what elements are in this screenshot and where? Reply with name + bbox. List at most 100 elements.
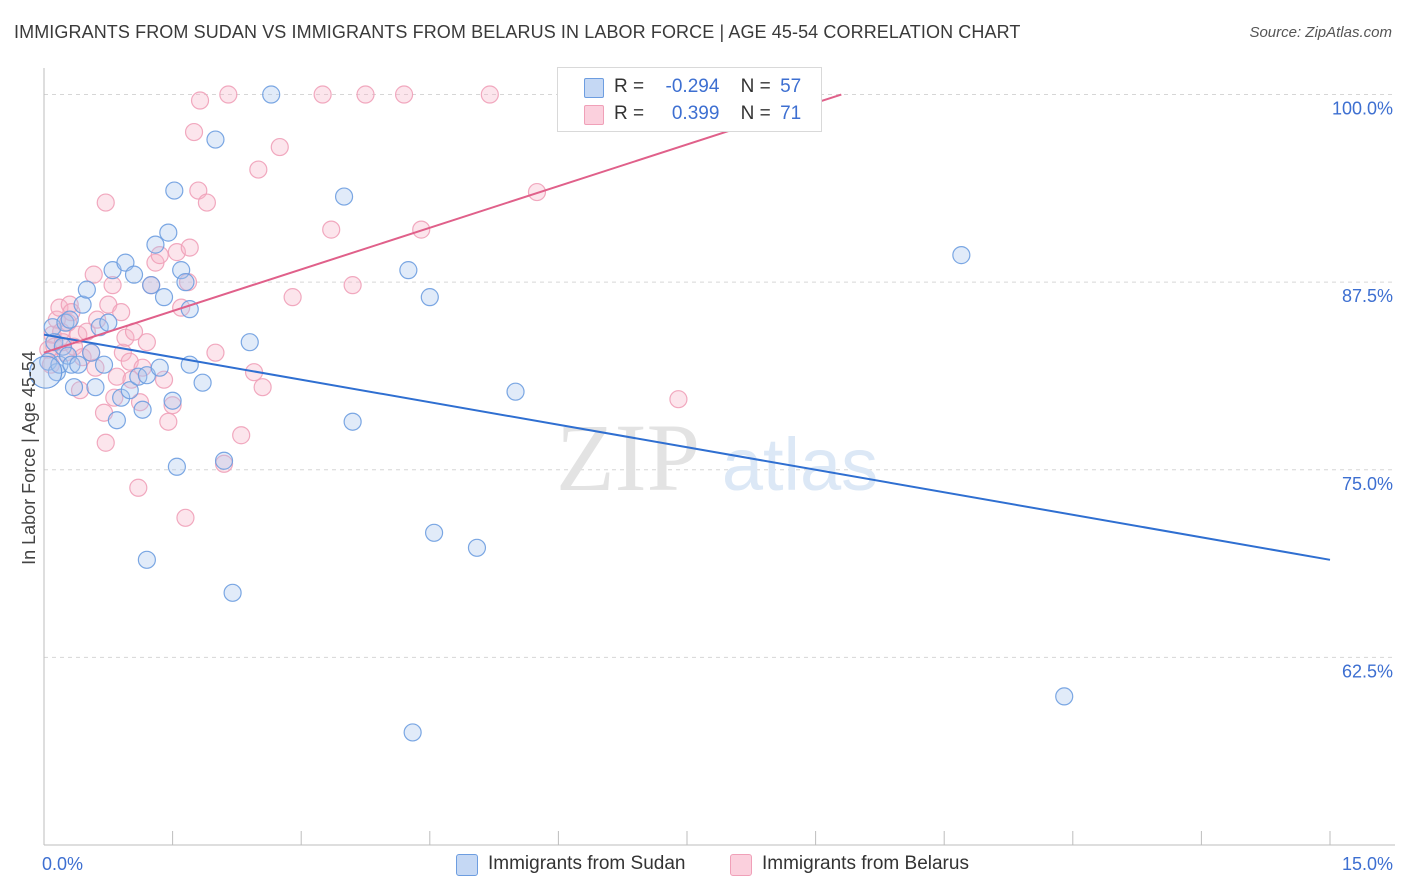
y-tick-label: 87.5% bbox=[1342, 286, 1393, 306]
belarus-point bbox=[313, 85, 332, 104]
belarus-point bbox=[343, 276, 362, 295]
y-axis-title: In Labor Force | Age 45-54 bbox=[19, 351, 39, 565]
legend-swatch-sudan bbox=[584, 78, 604, 98]
belarus-point bbox=[249, 160, 268, 179]
sudan-point bbox=[86, 378, 105, 397]
belarus-point bbox=[137, 333, 156, 352]
sudan-point bbox=[403, 723, 422, 742]
belarus-trend-line bbox=[43, 93, 842, 354]
sudan-point bbox=[154, 288, 174, 307]
belarus-point bbox=[197, 193, 216, 212]
axis-labels: 62.5% 75.0% 87.5% 100.0% 0.0% 15.0% bbox=[42, 99, 1393, 874]
sudan-point bbox=[214, 451, 234, 470]
sudan-point bbox=[142, 276, 161, 295]
legend-n-label: N = bbox=[740, 76, 771, 97]
sudan-point bbox=[506, 382, 525, 401]
sudan-point bbox=[424, 523, 444, 542]
sudan-point bbox=[223, 583, 242, 602]
y-tick-label: 62.5% bbox=[1342, 661, 1393, 681]
x-tick-label: 15.0% bbox=[1342, 854, 1393, 874]
bottom-legend-label-belarus: Immigrants from Belarus bbox=[762, 853, 969, 874]
sudan-point bbox=[69, 355, 88, 374]
sudan-point bbox=[159, 223, 178, 242]
belarus-point bbox=[84, 265, 103, 284]
correlation-legend: R = -0.294 N = 57 R = 0.399 N = 71 bbox=[557, 67, 822, 132]
belarus-point bbox=[154, 370, 174, 389]
axes bbox=[43, 68, 1395, 846]
bottom-legend-label-sudan: Immigrants from Sudan bbox=[488, 853, 686, 874]
sudan-point bbox=[165, 181, 184, 200]
belarus-point bbox=[480, 85, 499, 104]
belarus-point bbox=[190, 91, 210, 110]
sudan-point bbox=[176, 273, 195, 292]
sudan-point bbox=[73, 295, 92, 314]
sudan-point bbox=[124, 265, 144, 284]
watermark: ZIP atlas bbox=[556, 404, 878, 511]
sudan-point bbox=[467, 538, 487, 557]
sudan-point bbox=[420, 288, 439, 307]
sudan-point bbox=[399, 261, 418, 280]
belarus-point bbox=[219, 85, 238, 104]
sudan-point bbox=[107, 411, 126, 430]
legend-text-belarus: R = 0.399 N = 71 bbox=[614, 103, 801, 125]
sudan-trend-line bbox=[43, 333, 1331, 561]
sudan-point bbox=[172, 261, 191, 280]
sudan-point bbox=[167, 457, 186, 476]
belarus-point bbox=[112, 303, 131, 322]
chart-title: IMMIGRANTS FROM SUDAN VS IMMIGRANTS FROM… bbox=[14, 22, 1021, 42]
belarus-point bbox=[163, 396, 182, 415]
belarus-point bbox=[322, 220, 341, 239]
belarus-point bbox=[159, 412, 178, 431]
sudan-point bbox=[137, 550, 156, 569]
trend-lines bbox=[43, 93, 1331, 561]
belarus-point bbox=[283, 288, 302, 307]
sudan-point bbox=[240, 333, 259, 352]
belarus-point bbox=[96, 433, 115, 452]
belarus-point bbox=[394, 85, 414, 104]
sudan-points bbox=[29, 85, 1074, 742]
sudan-point bbox=[120, 381, 139, 400]
legend-r-label: R = bbox=[614, 103, 645, 124]
belarus-point bbox=[356, 85, 375, 104]
belarus-point bbox=[176, 508, 195, 527]
watermark-zip: ZIP bbox=[556, 404, 700, 511]
sudan-point bbox=[94, 355, 114, 374]
watermark-atlas: atlas bbox=[722, 423, 878, 506]
belarus-point bbox=[232, 426, 251, 445]
sudan-point bbox=[60, 310, 79, 329]
belarus-point bbox=[669, 390, 688, 409]
sudan-point bbox=[1055, 687, 1074, 706]
source-credit: Source: ZipAtlas.com bbox=[1249, 24, 1392, 41]
y-tick-label: 75.0% bbox=[1342, 474, 1393, 494]
x-tick-label: 0.0% bbox=[42, 854, 83, 874]
sudan-point bbox=[334, 187, 354, 206]
belarus-point bbox=[180, 238, 199, 257]
sudan-point bbox=[193, 373, 212, 392]
legend-swatch-belarus bbox=[584, 105, 604, 125]
sudan-point bbox=[262, 85, 281, 104]
sudan-point bbox=[62, 355, 81, 374]
belarus-point bbox=[270, 137, 289, 157]
legend-r-value-sudan: -0.294 bbox=[665, 76, 720, 97]
belarus-point bbox=[103, 276, 122, 295]
sudan-point bbox=[64, 378, 84, 397]
sudan-point bbox=[82, 343, 101, 362]
legend-n-value-belarus: 71 bbox=[780, 103, 802, 124]
belarus-point bbox=[253, 378, 272, 397]
sudan-point bbox=[99, 313, 118, 332]
belarus-point bbox=[206, 343, 225, 362]
sudan-point bbox=[163, 391, 182, 410]
belarus-point bbox=[107, 367, 126, 386]
sudan-point bbox=[29, 355, 63, 389]
sudan-point bbox=[206, 130, 225, 149]
legend-n-label: N = bbox=[740, 103, 771, 124]
y-tick-label: 100.0% bbox=[1332, 99, 1393, 119]
legend-r-value-belarus: 0.399 bbox=[671, 103, 720, 124]
belarus-point bbox=[129, 478, 148, 497]
sudan-point bbox=[77, 280, 96, 299]
bottom-legend-swatch-belarus bbox=[730, 854, 752, 876]
legend-text-sudan: R = -0.294 N = 57 bbox=[614, 76, 801, 98]
sudan-point bbox=[150, 358, 169, 377]
sudan-point bbox=[146, 235, 165, 254]
